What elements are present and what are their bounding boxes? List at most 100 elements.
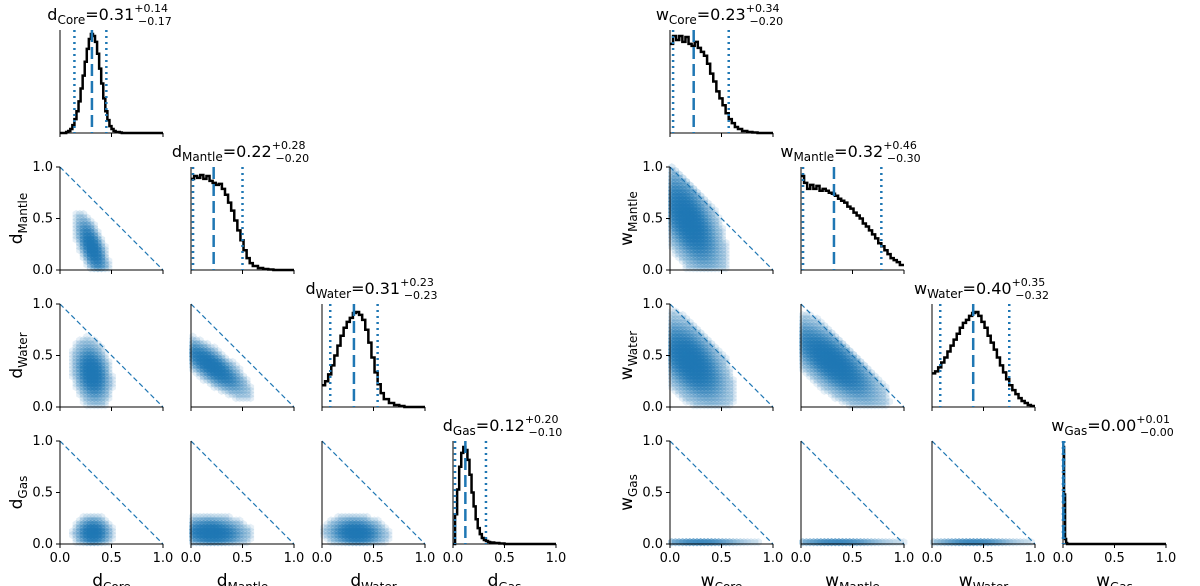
density-hexbin [689, 393, 698, 403]
density-hexbin [377, 527, 386, 536]
density-hexbin [715, 357, 723, 367]
density-hexbin [679, 332, 687, 341]
density-hexbin [323, 530, 331, 540]
density-hexbin [682, 260, 690, 269]
density-hexbin [671, 184, 679, 194]
density-hexbin [97, 361, 106, 370]
density-hexbin [105, 361, 113, 370]
density-hexbin [871, 393, 879, 403]
density-hexbin [377, 523, 386, 532]
corner-plot-d: dCore=0.31+0.14 −0.170.00.51.0dMantledMan… [7, 2, 566, 586]
marginal-histogram [453, 445, 556, 546]
density-hexbin [218, 357, 226, 367]
density-hexbin [203, 375, 211, 385]
density-hexbin [675, 328, 683, 338]
density-hexbin [76, 523, 84, 532]
density-hexbin [842, 350, 850, 359]
density-hexbin [835, 393, 843, 403]
density-hexbin [867, 372, 875, 381]
density-hexbin [707, 231, 716, 240]
density-hexbin [671, 325, 679, 334]
density-hexbin [69, 357, 77, 367]
density-hexbin [72, 346, 80, 356]
y-tick-label: 0.5 [642, 486, 663, 501]
density-hexbin [686, 325, 694, 334]
density-hexbin [682, 325, 690, 334]
density-hexbin [679, 310, 687, 320]
density-hexbin [90, 227, 98, 237]
density-hexbin [853, 393, 861, 403]
density-hexbin [689, 325, 698, 334]
y-axis-label-symbol: w [617, 366, 637, 380]
density-hexbin [838, 397, 847, 406]
density-hexbin [236, 364, 244, 374]
figure-root: dCore=0.31+0.14 −0.170.00.51.0dMantledMan… [7, 2, 1176, 586]
density-hexbin [101, 368, 109, 377]
density-hexbin [711, 224, 719, 233]
density-hexbin [711, 383, 719, 392]
density-hexbin [885, 397, 893, 406]
x-tick-label: 0.0 [312, 551, 333, 566]
density-hexbin [218, 520, 226, 529]
density-hexbin [221, 383, 229, 392]
density-hexbin [707, 386, 716, 395]
density-hexbin [689, 188, 698, 197]
density-hexbin [243, 534, 251, 543]
x-tick-label: 0.5 [494, 551, 515, 566]
density-hexbin [715, 368, 723, 377]
y-axis-label-subscript: Mantle [626, 191, 640, 232]
title-value: =0.40 [963, 279, 1012, 298]
density-hexbin [72, 361, 80, 370]
title-symbol: d [47, 5, 57, 24]
density-hexbin [846, 386, 854, 395]
density-hexbin [225, 386, 233, 395]
x-axis-label: dCore [92, 571, 131, 586]
density-hexbin [878, 379, 886, 388]
density-hexbin [864, 372, 872, 381]
density-hexbin [831, 383, 839, 392]
density-hexbin [860, 393, 868, 403]
density-hexbin [860, 383, 868, 392]
density-hexbin [108, 530, 116, 540]
density-hexbin [94, 350, 102, 359]
density-hexbin [689, 249, 698, 258]
x-tick-label: 1.0 [546, 551, 567, 566]
marginal-title: wWater=0.40+0.35 −0.32 [914, 276, 1049, 302]
density-hexbin [697, 249, 705, 258]
density-hexbin [806, 325, 814, 334]
density-hexbin [704, 354, 712, 363]
y-tick-label: 0.0 [642, 400, 663, 415]
density-hexbin [675, 253, 683, 262]
density-hexbin [707, 227, 716, 237]
density-hexbin [97, 520, 106, 529]
density-hexbin [682, 328, 690, 338]
density-hexbin [101, 372, 109, 381]
density-hexbin [693, 328, 701, 338]
density-hexbin [838, 393, 847, 403]
density-hexbin [69, 527, 77, 536]
density-hexbin [871, 397, 879, 406]
density-hexbin [97, 397, 106, 406]
density-hexbin [711, 213, 719, 222]
density-hexbin [867, 375, 875, 385]
density-hexbin [79, 220, 88, 230]
density-hexbin [83, 390, 91, 399]
x-tick-label: 1.0 [763, 551, 784, 566]
density-hexbin [83, 336, 91, 345]
y-axis-label-subscript: Mantle [16, 193, 30, 234]
density-hexbin [76, 379, 84, 388]
density-hexbin [83, 217, 91, 226]
density-hexbin [671, 318, 679, 327]
density-hexbin [105, 357, 113, 367]
density-hexbin [711, 343, 719, 352]
density-hexbin [225, 523, 233, 532]
sum-constraint-line [190, 440, 295, 545]
density-hexbin [718, 256, 726, 266]
density-hexbin [76, 516, 84, 525]
density-hexbin [367, 516, 375, 525]
density-hexbin [806, 328, 814, 338]
density-hexbin [97, 238, 106, 248]
density-hexbin [671, 177, 679, 186]
density-hexbin [83, 520, 91, 529]
density-hexbins [189, 512, 255, 547]
